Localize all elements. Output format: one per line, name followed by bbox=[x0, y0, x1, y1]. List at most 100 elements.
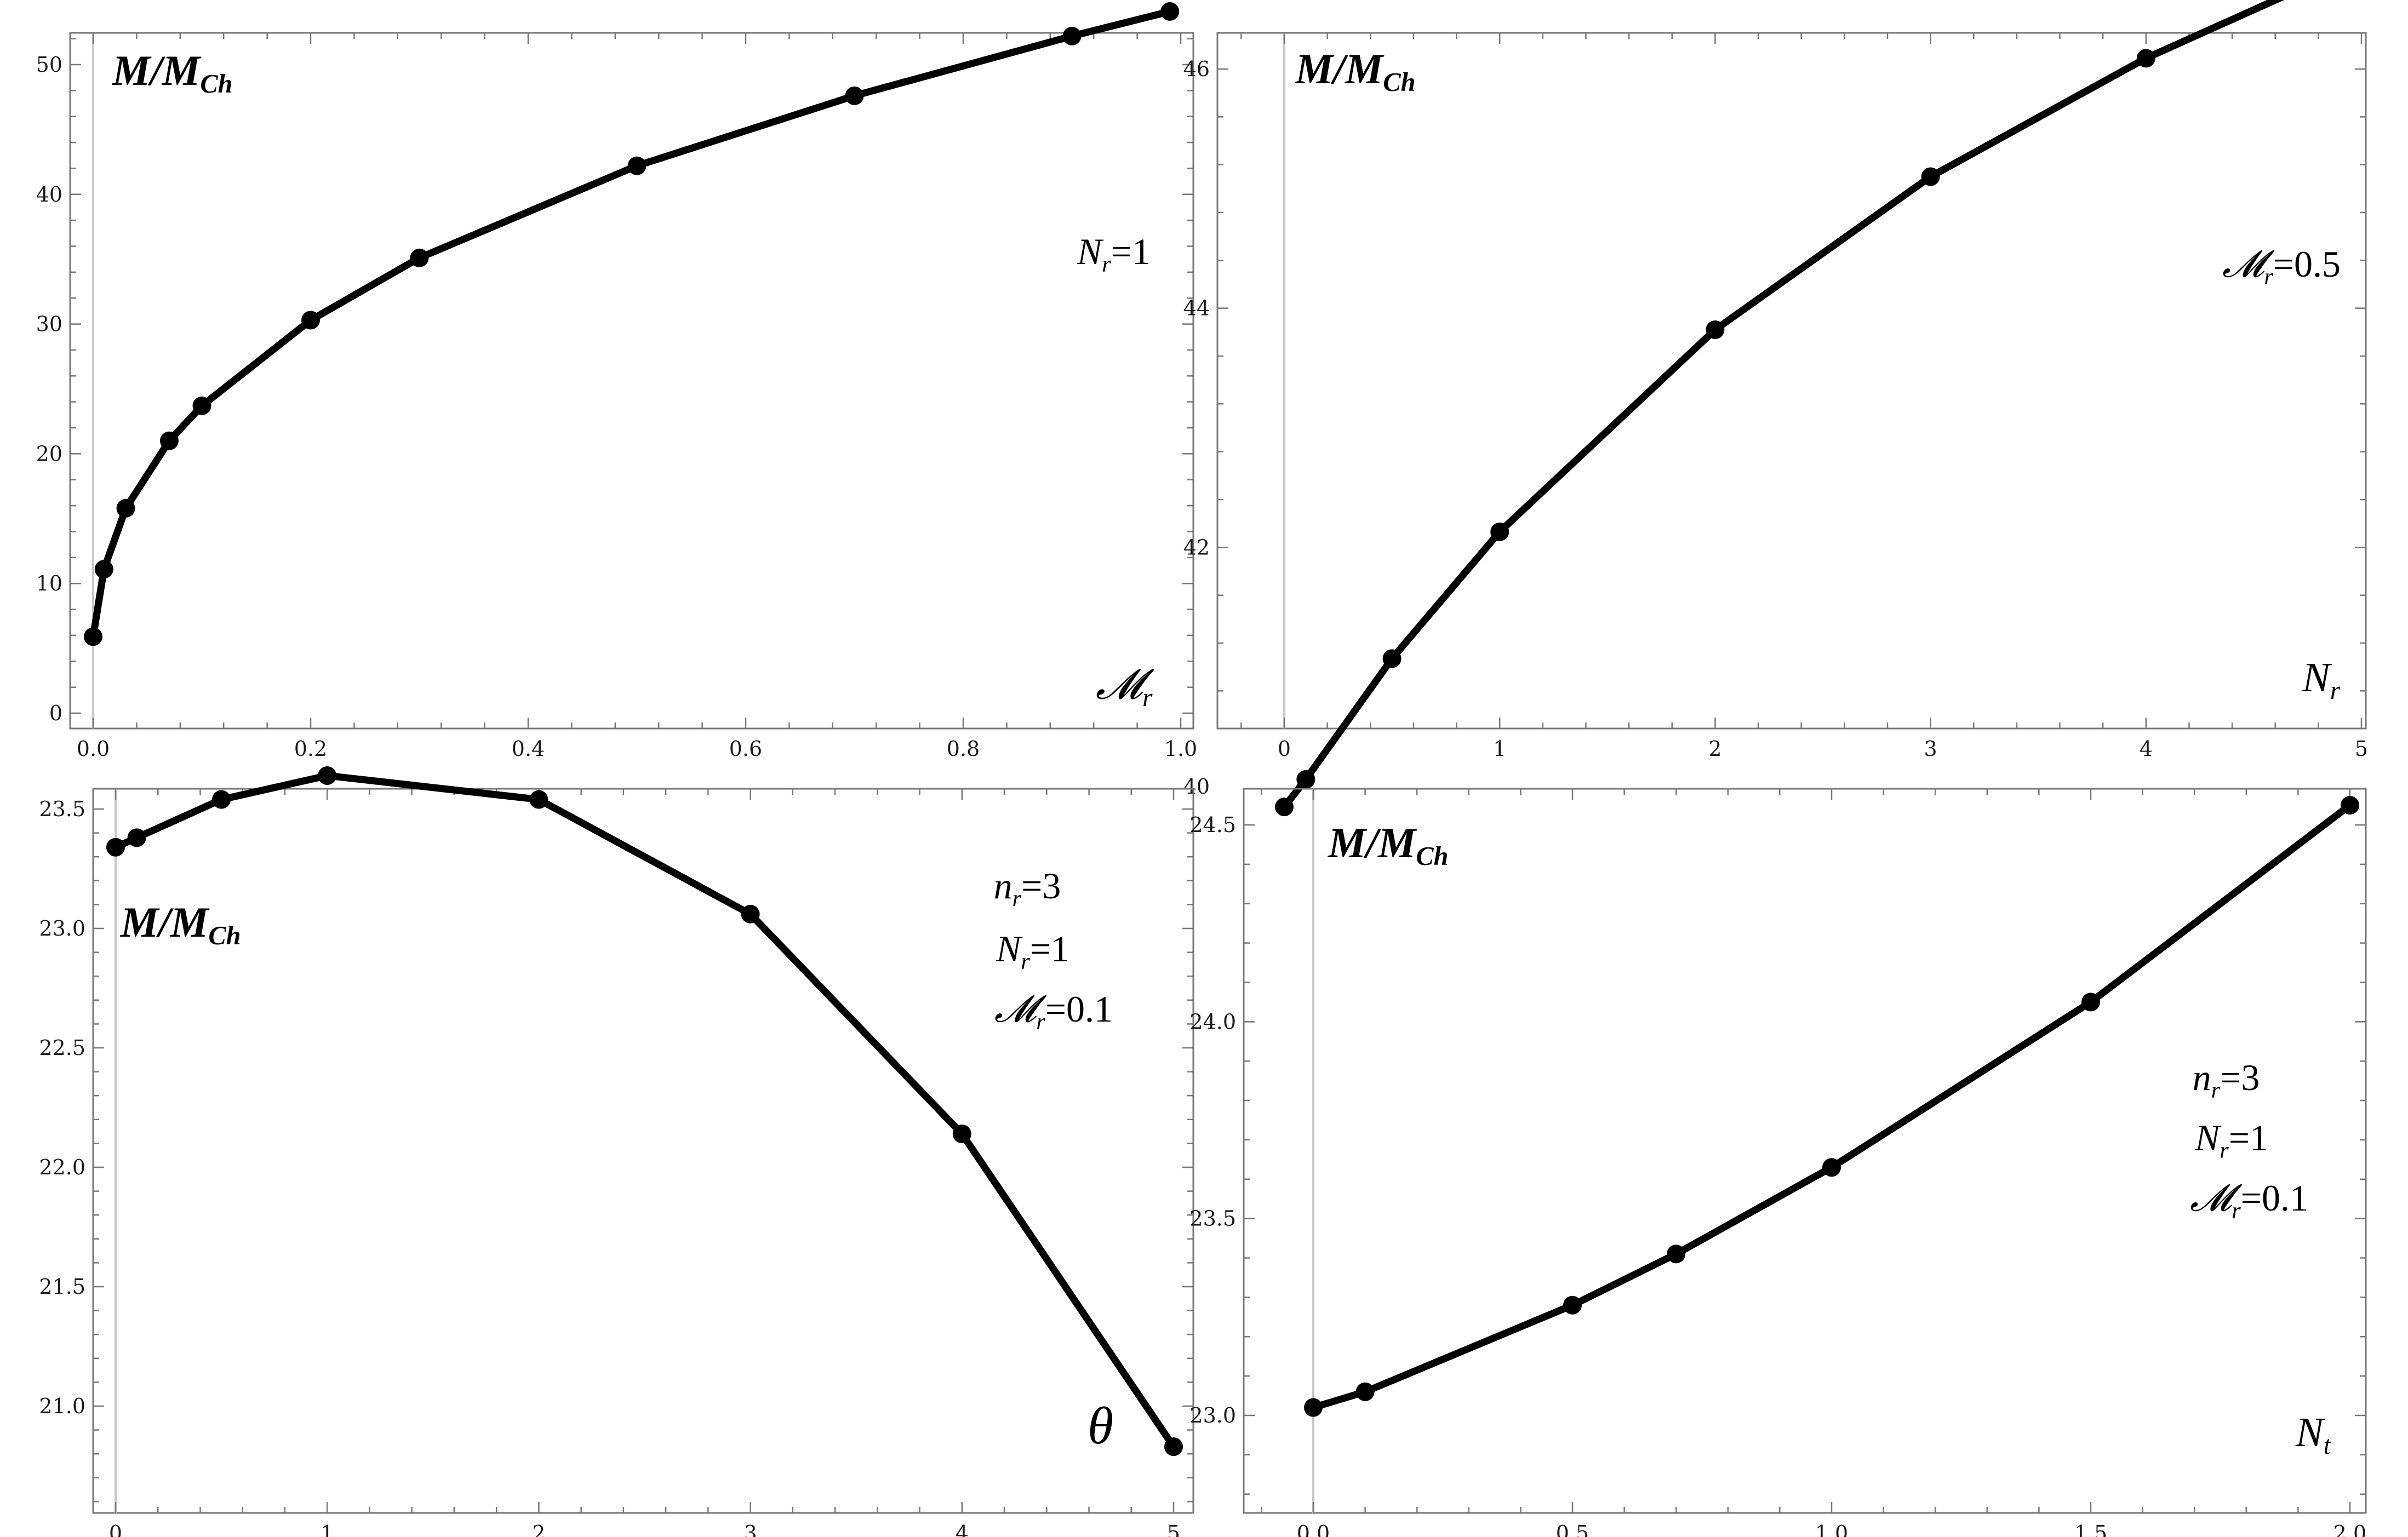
x-tick-label: 5 bbox=[2355, 737, 2368, 761]
plot-frame bbox=[92, 788, 1194, 1514]
data-point bbox=[1062, 26, 1082, 45]
data-point bbox=[845, 86, 864, 105]
y-tick-label: 21.0 bbox=[39, 1394, 85, 1418]
data-point bbox=[159, 431, 179, 450]
parameter-annotation: nr=3 bbox=[994, 865, 1061, 911]
data-point bbox=[1822, 1158, 1841, 1177]
y-tick-label: 22.0 bbox=[39, 1155, 85, 1179]
y-tick-label: 50 bbox=[36, 53, 62, 77]
data-point bbox=[212, 790, 231, 809]
x-tick-label: 4 bbox=[2140, 737, 2153, 761]
x-axis-label: θ bbox=[1088, 1396, 1113, 1455]
x-tick-label: 0.4 bbox=[512, 737, 545, 761]
y-tick-label: 24.5 bbox=[1189, 813, 1236, 837]
y-tick-label: 46 bbox=[1183, 57, 1210, 81]
plot-frame bbox=[1243, 788, 2367, 1514]
y-tick-label: 24.0 bbox=[1189, 1010, 1236, 1034]
data-point bbox=[1490, 522, 1509, 541]
data-point bbox=[116, 498, 135, 518]
y-tick-label: 23.5 bbox=[39, 797, 85, 821]
x-axis-label: Nt bbox=[2295, 1409, 2332, 1460]
x-axis-label: 𝓜r bbox=[1096, 662, 1154, 712]
data-point bbox=[318, 766, 337, 785]
data-point bbox=[84, 627, 102, 646]
x-tick-label: 0.2 bbox=[294, 737, 327, 761]
series-line bbox=[89, 8, 1174, 640]
y-tick-label: 42 bbox=[1183, 535, 1210, 559]
parameter-annotation: Nr=1 bbox=[2194, 1117, 2268, 1163]
y-tick-label: 0 bbox=[49, 701, 62, 725]
parameter-annotation: Nr=1 bbox=[1077, 231, 1151, 277]
data-point bbox=[410, 248, 429, 267]
y-tick-label: 30 bbox=[36, 312, 62, 336]
panel-2: 40 42 44 46 0 1 2 3 4 5 M/MCh Nr 𝓜r=0.5 bbox=[1183, 0, 2368, 817]
y-tick-label: 23.5 bbox=[1189, 1207, 1236, 1231]
panel-3: 21.0 21.5 22.0 22.5 23.0 23.5 0 1 2 3 4 5 M/MCh θ nr=3… bbox=[39, 766, 1194, 1537]
data-point bbox=[2341, 796, 2359, 815]
y-axis-label: M/MCh bbox=[1327, 819, 1449, 871]
x-tick-label: 0 bbox=[1278, 737, 1291, 761]
data-point bbox=[741, 904, 760, 924]
data-point bbox=[2136, 49, 2155, 68]
parameter-annotation: 𝓜r=0.5 bbox=[2222, 243, 2341, 290]
x-tick-label: 4 bbox=[956, 1521, 969, 1537]
x-tick-label: 1 bbox=[321, 1521, 334, 1537]
x-tick-label: 1.0 bbox=[1164, 737, 1197, 761]
data-point bbox=[1563, 1295, 1582, 1315]
data-point bbox=[1355, 1382, 1375, 1401]
data-point bbox=[529, 790, 548, 809]
series-line bbox=[1280, 0, 2285, 811]
x-tick-label: 1 bbox=[1493, 737, 1506, 761]
x-tick-label: 0.5 bbox=[1556, 1521, 1589, 1537]
data-point bbox=[1164, 1437, 1183, 1456]
x-tick-label: 2 bbox=[532, 1521, 545, 1537]
y-tick-label: 40 bbox=[36, 182, 62, 207]
data-point bbox=[127, 828, 146, 847]
data-point bbox=[1921, 167, 1940, 186]
series-line bbox=[1309, 801, 2354, 1412]
y-tick-label: 22.5 bbox=[39, 1036, 85, 1060]
y-tick-label: 23.0 bbox=[39, 916, 85, 940]
series-line bbox=[112, 772, 1177, 1450]
parameter-annotation: Nr=1 bbox=[996, 928, 1069, 974]
parameter-annotation: nr=3 bbox=[2193, 1057, 2260, 1103]
x-tick-label: 3 bbox=[1924, 737, 1937, 761]
data-point bbox=[1296, 770, 1315, 789]
panel-1: 0 10 20 30 40 50 0.0 0.2 0.4 0.6 0.8 1.0 M/MCh 𝓜r Nr=1 bbox=[36, 2, 1197, 761]
x-tick-label: 0 bbox=[109, 1521, 122, 1537]
x-tick-label: 2 bbox=[1708, 737, 1721, 761]
data-point bbox=[1706, 320, 1725, 339]
x-tick-label: 2.0 bbox=[2333, 1521, 2366, 1537]
parameter-annotation: 𝓜r=0.1 bbox=[2190, 1177, 2308, 1224]
panel-4: 23.0 23.5 24.0 24.5 0.0 0.5 1.0 1.5 2.0 M/MCh Nt nr… bbox=[1189, 788, 2367, 1537]
y-tick-label: 23.0 bbox=[1189, 1403, 1236, 1427]
data-point bbox=[1160, 2, 1180, 21]
data-point bbox=[1304, 1398, 1323, 1417]
data-point bbox=[106, 838, 125, 857]
data-point bbox=[1275, 798, 1294, 817]
parameter-annotation: 𝓜r=0.1 bbox=[994, 988, 1113, 1035]
data-point bbox=[2081, 993, 2100, 1012]
x-tick-label: 0.8 bbox=[947, 737, 980, 761]
data-point bbox=[627, 156, 647, 175]
y-axis-label: M/MCh bbox=[119, 898, 241, 950]
x-tick-label: 3 bbox=[744, 1521, 757, 1537]
y-tick-label: 20 bbox=[36, 441, 62, 466]
y-axis-label: M/MCh bbox=[111, 47, 233, 99]
x-tick-label: 0.6 bbox=[729, 737, 762, 761]
data-point bbox=[1382, 649, 1402, 668]
data-point bbox=[301, 311, 320, 330]
y-tick-label: 44 bbox=[1183, 296, 1210, 320]
data-point bbox=[94, 560, 113, 579]
plot-frame bbox=[69, 32, 1194, 730]
data-point bbox=[1667, 1244, 1686, 1264]
y-tick-label: 10 bbox=[36, 571, 62, 595]
data-point bbox=[192, 396, 211, 415]
x-axis-label: Nr bbox=[2302, 655, 2341, 705]
x-tick-label: 5 bbox=[1167, 1521, 1180, 1537]
data-point bbox=[952, 1124, 971, 1143]
x-tick-label: 1.0 bbox=[1815, 1521, 1848, 1537]
x-tick-label: 0.0 bbox=[77, 737, 110, 761]
x-tick-label: 1.5 bbox=[2074, 1521, 2107, 1537]
